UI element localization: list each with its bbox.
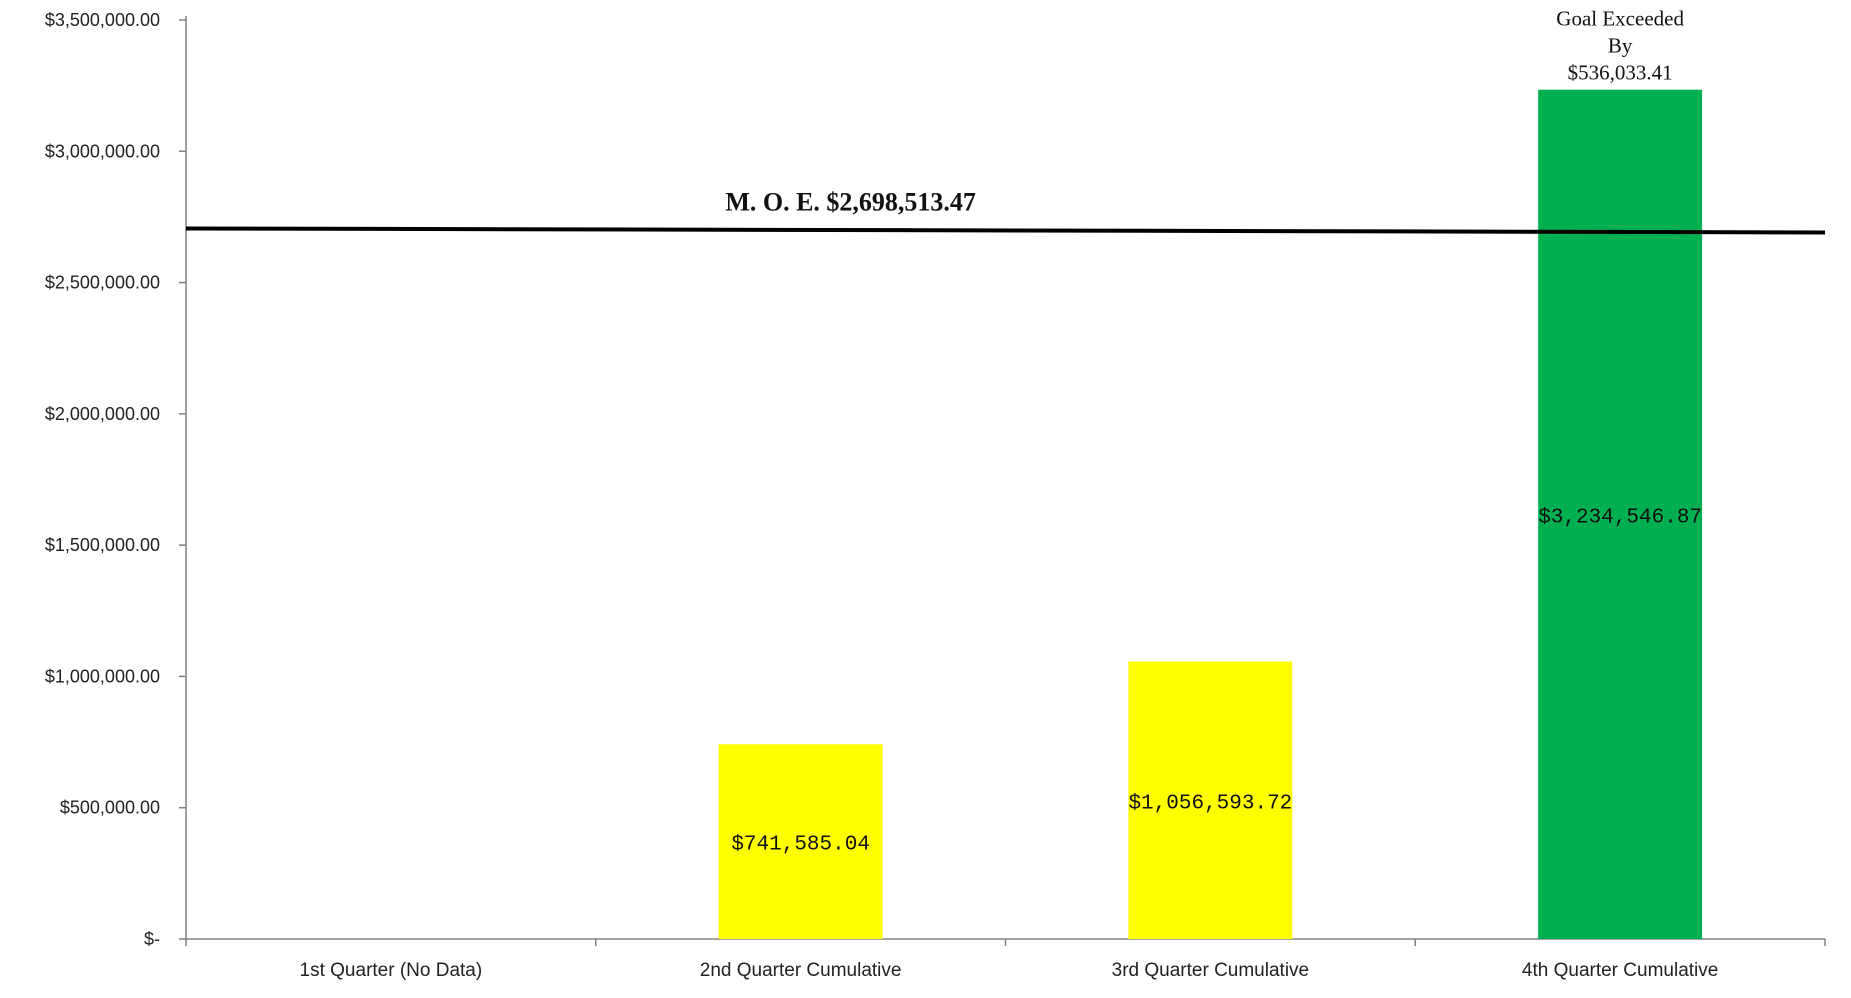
y-tick-label: $1,000,000.00 [45,666,160,686]
moe-reference-label: M. O. E. $2,698,513.47 [725,187,976,216]
goal-annotation-line: Goal Exceeded [1556,7,1684,31]
y-tick-label: $- [144,929,160,949]
goal-annotation-line: By [1608,34,1633,58]
y-tick-label: $3,000,000.00 [45,141,160,161]
y-tick-label: $1,500,000.00 [45,535,160,555]
x-tick-label: 1st Quarter (No Data) [300,960,483,981]
y-tick-label: $2,500,000.00 [45,273,160,293]
data-label: $3,234,546.87 [1538,506,1702,529]
y-tick-label: $500,000.00 [60,798,160,818]
y-tick-label: $3,500,000.00 [45,10,160,30]
data-label: $1,056,593.72 [1128,792,1292,815]
bar-3 [1128,661,1293,939]
goal-annotation-line: $536,033.41 [1568,61,1673,85]
bar-2 [718,744,883,939]
x-tick-label: 2nd Quarter Cumulative [700,960,902,981]
moe-reference-line [185,226,1826,235]
y-tick-label: $2,000,000.00 [45,404,160,424]
data-label: $741,585.04 [731,834,870,857]
x-tick-label: 4th Quarter Cumulative [1522,960,1718,981]
x-tick-label: 3rd Quarter Cumulative [1112,960,1309,981]
